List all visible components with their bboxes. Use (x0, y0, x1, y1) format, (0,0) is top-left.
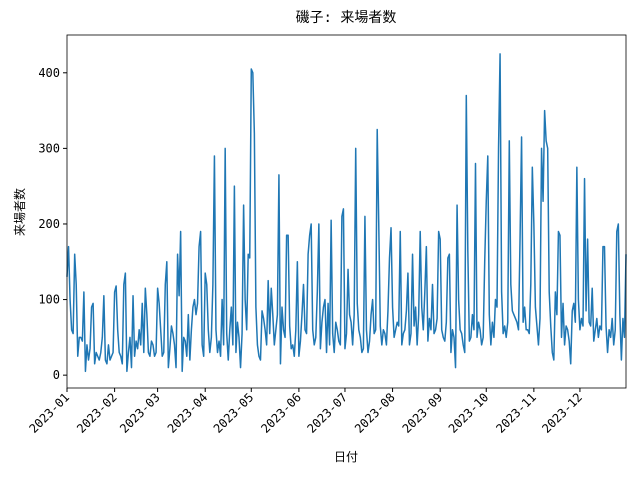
chart-title: 磯子: 来場者数 (296, 10, 397, 26)
x-tick-label: 2023-10 (446, 390, 492, 436)
x-tick-label: 2023-05 (211, 390, 257, 436)
y-tick-label: 100 (38, 293, 60, 307)
plot-frame (66, 34, 627, 389)
x-tick-label: 2023-08 (352, 390, 398, 436)
y-tick-label: 0 (53, 368, 60, 382)
x-tick-label: 2023-03 (117, 390, 163, 436)
y-tick-label: 400 (38, 66, 60, 80)
y-tick-label: 200 (38, 217, 60, 231)
y-axis-label: 来場者数 (12, 188, 27, 236)
x-tick-label: 2023-06 (258, 390, 304, 436)
x-tick-label: 2023-04 (165, 390, 211, 436)
x-tick-label: 2023-09 (400, 390, 446, 436)
x-tick-label: 2023-11 (493, 390, 539, 436)
x-tick-label: 2023-12 (539, 390, 585, 436)
x-axis-label: 日付 (334, 450, 358, 464)
data-line (66, 53, 627, 373)
x-tick-label: 2023-02 (74, 390, 120, 436)
y-tick-label: 300 (38, 141, 60, 155)
x-tick-label: 2023-07 (304, 390, 350, 436)
x-tick-label: 2023-01 (26, 390, 72, 436)
